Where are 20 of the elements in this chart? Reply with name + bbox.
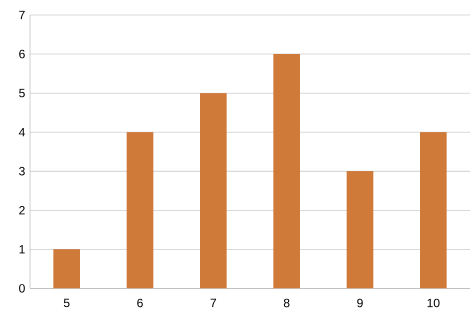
bar bbox=[346, 171, 374, 288]
y-tick-label: 3 bbox=[19, 166, 25, 176]
y-tick-label: 7 bbox=[19, 10, 25, 20]
x-tick-label: 5 bbox=[64, 298, 70, 308]
bar bbox=[53, 249, 80, 288]
y-tick-label: 4 bbox=[18, 128, 25, 136]
y-tick-label: 1 bbox=[20, 245, 25, 254]
bar bbox=[126, 132, 154, 288]
y-tick-label: 6 bbox=[19, 50, 25, 58]
y-tick-label: 2 bbox=[19, 206, 25, 214]
y-tick-label: 0 bbox=[19, 284, 25, 293]
x-tick-label: 9 bbox=[357, 298, 363, 308]
x-tick-label: 7 bbox=[210, 298, 216, 307]
x-tick-label: 6 bbox=[137, 298, 143, 308]
bar bbox=[420, 132, 447, 288]
y-tick-label: 5 bbox=[19, 88, 25, 98]
x-tick-label: 10 bbox=[428, 298, 440, 308]
x-tick-label: 8 bbox=[284, 298, 290, 308]
bar bbox=[273, 54, 300, 288]
bar bbox=[200, 93, 227, 288]
